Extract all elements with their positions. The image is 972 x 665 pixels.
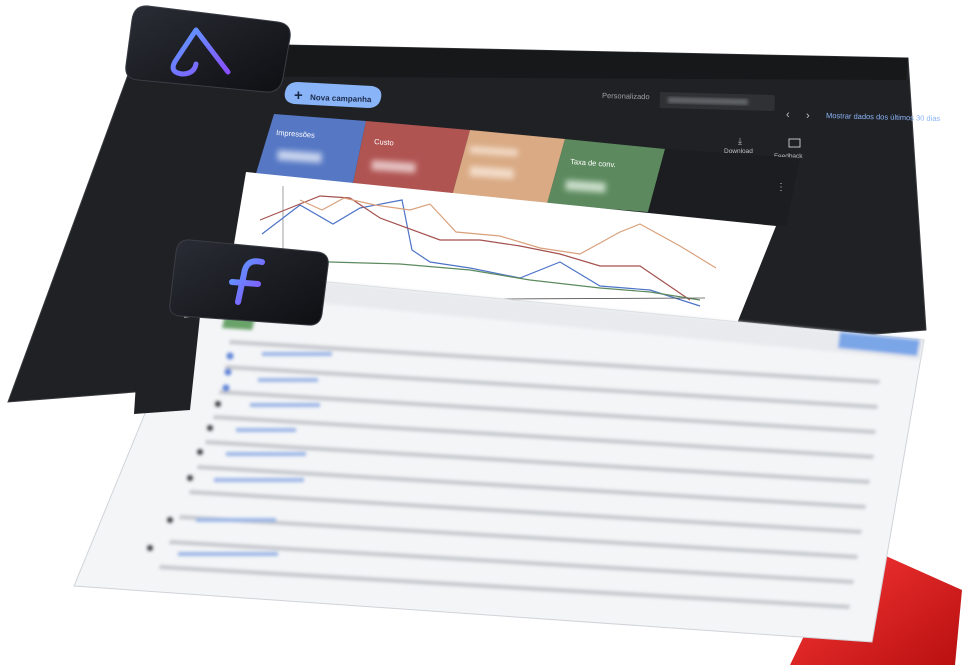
tile-empty: [648, 149, 800, 226]
side-panel: [134, 316, 200, 414]
feedback-icon: [788, 138, 801, 148]
download-label[interactable]: Download: [724, 148, 753, 155]
new-campaign-button[interactable]: + Nova campanha: [284, 82, 382, 108]
plus-icon: +: [294, 87, 303, 104]
tile-label: Custo: [374, 137, 394, 147]
top-bar: [137, 42, 908, 80]
tile-impressions[interactable]: [254, 114, 366, 188]
more-menu[interactable]: ⋮: [776, 182, 786, 193]
tile-values-blurred: [277, 146, 606, 193]
feedback-label[interactable]: Feedback: [774, 153, 803, 160]
download-icon: ⤓: [738, 136, 742, 146]
tile-conv-rate[interactable]: [547, 139, 665, 212]
ads-logo-tile: [125, 5, 291, 93]
tile-cost-conv[interactable]: [452, 130, 565, 204]
button-label: Nova campanha: [310, 93, 372, 104]
spreadsheet-content-blurred: [147, 270, 924, 609]
range-link[interactable]: Mostrar dados dos últimos 30 dias: [826, 111, 941, 123]
tile-cost[interactable]: [352, 121, 470, 196]
tile-label: Taxa de conv.: [570, 157, 616, 169]
prev-arrow[interactable]: ‹: [786, 109, 790, 121]
next-arrow[interactable]: ›: [806, 110, 810, 122]
period-label: Personalizado: [602, 91, 650, 101]
tile-label: Impressões: [276, 128, 316, 140]
f-logo-tile: [169, 239, 329, 326]
date-range-blurred: [667, 96, 748, 106]
